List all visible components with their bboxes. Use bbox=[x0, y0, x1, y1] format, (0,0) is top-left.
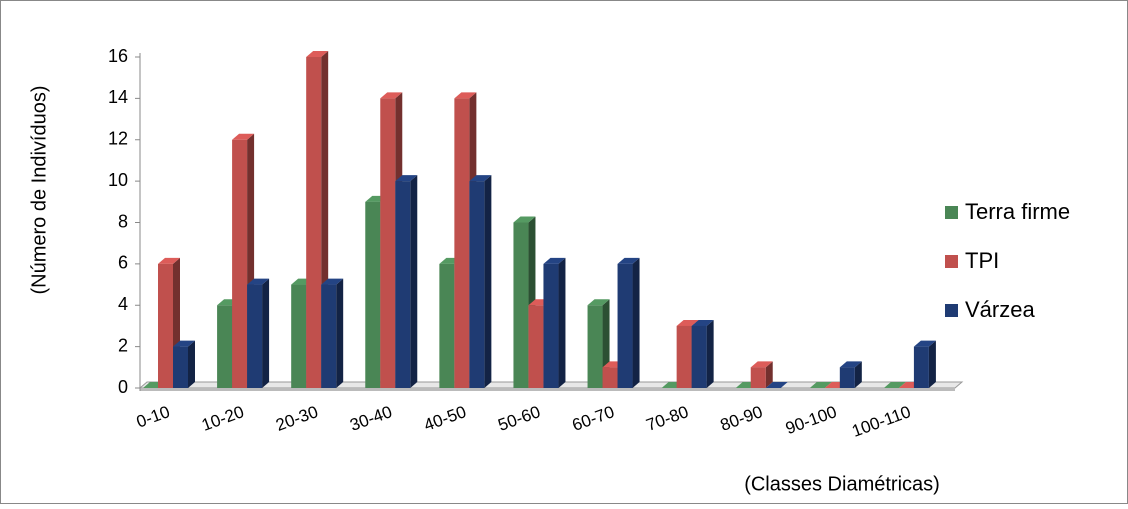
bar-top bbox=[247, 278, 270, 285]
y-tick-label: 0 bbox=[118, 377, 128, 397]
bar bbox=[543, 263, 559, 388]
bar-top bbox=[839, 361, 862, 368]
y-tick-label: 10 bbox=[108, 170, 128, 190]
bar-top bbox=[617, 257, 640, 264]
bar-top bbox=[173, 340, 195, 347]
bar bbox=[380, 98, 396, 388]
bar bbox=[365, 201, 381, 388]
bar bbox=[602, 367, 618, 388]
bar bbox=[395, 181, 411, 388]
bar-top bbox=[306, 51, 329, 57]
x-axis-title: (Classes Diamétricas) bbox=[744, 473, 940, 495]
legend-swatch bbox=[945, 206, 958, 219]
bar-top bbox=[513, 216, 536, 223]
legend-label: TPI bbox=[965, 248, 999, 273]
bar-top bbox=[691, 319, 714, 326]
bar bbox=[173, 346, 188, 388]
legend-swatch bbox=[945, 304, 958, 317]
bar-top bbox=[913, 340, 936, 347]
y-tick-label: 6 bbox=[118, 253, 128, 273]
bar bbox=[454, 98, 470, 388]
bar bbox=[676, 325, 692, 388]
bar-top bbox=[454, 92, 477, 99]
bar-top bbox=[543, 257, 566, 264]
bar-side bbox=[336, 278, 344, 388]
floor-front bbox=[140, 388, 955, 391]
y-axis-title: (Número de Indivíduos) bbox=[28, 86, 50, 295]
y-tick-label: 12 bbox=[108, 129, 128, 149]
bar bbox=[217, 305, 233, 388]
legend-swatch bbox=[945, 255, 958, 268]
bar-side bbox=[706, 319, 714, 388]
bar-side bbox=[188, 340, 195, 388]
bar-top bbox=[395, 175, 418, 182]
bar bbox=[321, 284, 337, 388]
bar bbox=[913, 346, 929, 388]
bar-top bbox=[469, 175, 492, 182]
y-tick-label: 2 bbox=[118, 335, 128, 355]
bar-top bbox=[750, 361, 773, 368]
bar bbox=[232, 139, 248, 388]
y-tick-label: 4 bbox=[118, 294, 128, 314]
legend-label: Terra firme bbox=[965, 199, 1070, 224]
bar-side bbox=[410, 175, 418, 388]
bar-side bbox=[558, 257, 566, 388]
bar-side bbox=[262, 278, 270, 388]
bar-top bbox=[809, 382, 832, 388]
bar bbox=[587, 305, 603, 388]
bar-top bbox=[321, 278, 344, 285]
bar-side bbox=[765, 361, 773, 388]
bar-top bbox=[765, 382, 788, 388]
bar bbox=[513, 222, 529, 388]
bar bbox=[839, 367, 855, 388]
bar bbox=[306, 57, 322, 388]
bar-side bbox=[632, 257, 640, 388]
bar-top bbox=[587, 299, 610, 306]
bar-top bbox=[883, 382, 906, 388]
y-tick-label: 8 bbox=[118, 211, 128, 231]
bar-top bbox=[676, 319, 699, 326]
y-tick-label: 14 bbox=[108, 87, 128, 107]
legend-label: Várzea bbox=[965, 297, 1035, 322]
bar bbox=[247, 284, 263, 388]
bar-side bbox=[854, 361, 862, 388]
bar bbox=[691, 325, 707, 388]
bar bbox=[158, 263, 173, 388]
bar bbox=[439, 263, 455, 388]
bar-top bbox=[380, 92, 403, 99]
bar-top bbox=[232, 133, 255, 140]
bar bbox=[750, 367, 766, 388]
bar bbox=[617, 263, 633, 388]
bar bbox=[469, 181, 485, 388]
bar-side bbox=[928, 340, 936, 388]
y-tick-label: 16 bbox=[108, 46, 128, 66]
bar-top bbox=[158, 257, 180, 264]
bar bbox=[528, 305, 544, 388]
bar-side bbox=[484, 175, 492, 388]
bar bbox=[291, 284, 307, 388]
